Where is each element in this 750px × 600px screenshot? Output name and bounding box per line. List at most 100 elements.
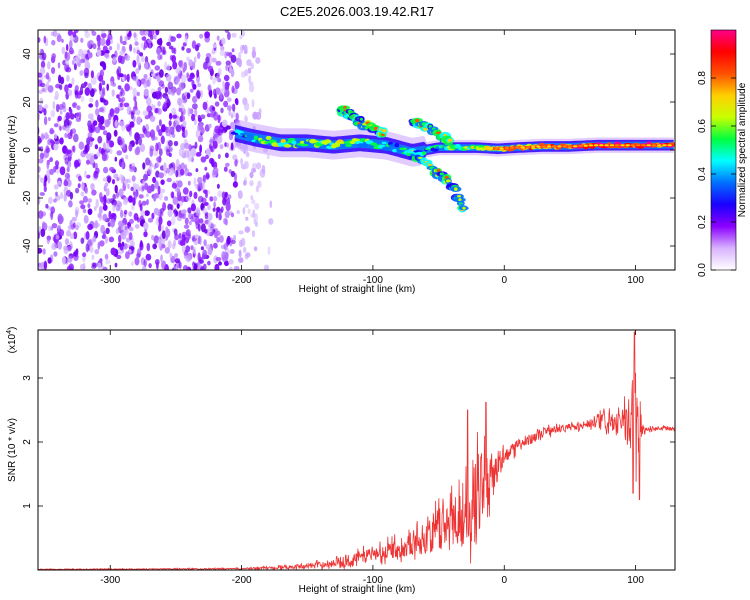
noise-speck bbox=[171, 182, 177, 189]
noise-speck bbox=[151, 133, 155, 141]
y-tick-label: 0 bbox=[22, 147, 33, 153]
noise-speck bbox=[110, 218, 115, 228]
y-tick-label: -20 bbox=[22, 190, 33, 205]
noise-speck bbox=[195, 129, 200, 138]
noise-speck bbox=[223, 242, 228, 251]
noise-speck bbox=[38, 158, 44, 164]
ridge-blob bbox=[345, 143, 352, 147]
noise-speck bbox=[69, 108, 73, 115]
noise-speck bbox=[124, 179, 128, 186]
noise-speck bbox=[162, 46, 166, 55]
ridge-blob bbox=[382, 146, 391, 151]
ridge-peak-dot bbox=[578, 144, 583, 147]
noise-speck bbox=[96, 49, 102, 57]
noise-speck bbox=[84, 186, 88, 194]
noise-speck bbox=[178, 148, 184, 157]
noise-speck bbox=[68, 47, 74, 55]
noise-speck bbox=[54, 138, 61, 145]
noise-speck bbox=[43, 108, 47, 116]
noise-speck bbox=[45, 72, 50, 80]
noise-speck bbox=[102, 177, 108, 182]
noise-speck bbox=[107, 176, 111, 184]
ridge-peak-dot bbox=[667, 144, 672, 147]
noise-speck bbox=[116, 254, 122, 260]
noise-speck bbox=[221, 251, 226, 261]
noise-speck bbox=[174, 233, 180, 241]
noise-speck bbox=[127, 32, 132, 38]
noise-speck bbox=[164, 95, 169, 100]
ridge-peak-dot bbox=[520, 146, 525, 149]
noise-speck bbox=[199, 144, 203, 154]
noise-speck bbox=[38, 247, 43, 254]
noise-speck bbox=[230, 212, 235, 218]
noise-speck bbox=[225, 64, 229, 72]
noise-speck bbox=[96, 151, 101, 158]
noise-speck bbox=[87, 203, 91, 209]
noise-speck bbox=[86, 174, 91, 179]
side-branch-blob-core bbox=[436, 131, 442, 135]
noise-speck bbox=[51, 242, 57, 250]
noise-speck bbox=[160, 224, 164, 232]
noise-speck bbox=[38, 174, 41, 179]
colorbar-ticks: 0.0 0.2 0.4 0.6 0.8 bbox=[697, 71, 736, 277]
noise-speck bbox=[189, 220, 192, 226]
noise-speck bbox=[117, 220, 124, 227]
noise-speck bbox=[187, 180, 191, 186]
noise-speck bbox=[175, 169, 179, 178]
noise-speck bbox=[53, 251, 58, 257]
noise-speck bbox=[53, 184, 59, 190]
noise-speck bbox=[104, 49, 110, 54]
noise-speck bbox=[173, 47, 177, 55]
noise-speck bbox=[92, 262, 98, 268]
noise-speck bbox=[73, 57, 79, 65]
noise-speck bbox=[118, 73, 124, 78]
noise-speck bbox=[66, 74, 70, 82]
noise-speck bbox=[47, 85, 54, 93]
noise-speck bbox=[190, 203, 196, 212]
noise-speck bbox=[251, 99, 255, 108]
noise-speck bbox=[145, 253, 152, 261]
noise-speck bbox=[140, 42, 145, 49]
noise-speck bbox=[253, 218, 257, 225]
noise-speck bbox=[68, 263, 74, 270]
noise-speck bbox=[64, 63, 70, 72]
noise-speck bbox=[74, 224, 79, 231]
noise-speck bbox=[212, 196, 218, 202]
snr-series-line bbox=[38, 331, 675, 570]
noise-speck bbox=[212, 88, 217, 96]
noise-speck bbox=[184, 142, 190, 150]
x-tick-label: 100 bbox=[627, 575, 644, 586]
noise-speck bbox=[182, 120, 187, 127]
noise-speck bbox=[146, 39, 153, 44]
noise-speck bbox=[64, 132, 68, 138]
noise-speck bbox=[43, 260, 48, 270]
noise-speck bbox=[182, 187, 189, 195]
noise-speck bbox=[66, 166, 70, 173]
noise-speck bbox=[229, 249, 235, 254]
noise-speck bbox=[114, 262, 118, 268]
snr-x-axis-label: Height of straight line (km) bbox=[299, 584, 416, 595]
noise-speck bbox=[230, 170, 236, 178]
noise-speck bbox=[178, 261, 182, 270]
noise-speck bbox=[192, 83, 197, 90]
noise-speck bbox=[171, 216, 176, 225]
noise-speck bbox=[184, 129, 188, 138]
noise-speck bbox=[161, 124, 166, 133]
noise-speck bbox=[105, 235, 108, 244]
noise-speck bbox=[214, 263, 220, 270]
noise-speck bbox=[49, 127, 54, 135]
noise-speck bbox=[59, 84, 63, 91]
noise-speck bbox=[157, 239, 162, 248]
noise-speck bbox=[250, 213, 256, 218]
noise-speck bbox=[207, 65, 214, 73]
noise-speck bbox=[87, 208, 93, 215]
side-branch-blob-core bbox=[447, 138, 453, 142]
noise-speck bbox=[255, 185, 259, 193]
y-tick-label: 1 bbox=[22, 503, 33, 509]
noise-speck bbox=[180, 168, 185, 176]
ridge-peak-dot bbox=[562, 145, 567, 148]
x-tick-label: 0 bbox=[501, 575, 507, 586]
noise-speck bbox=[64, 157, 69, 165]
noise-speck bbox=[171, 90, 175, 96]
noise-speck bbox=[84, 144, 88, 153]
